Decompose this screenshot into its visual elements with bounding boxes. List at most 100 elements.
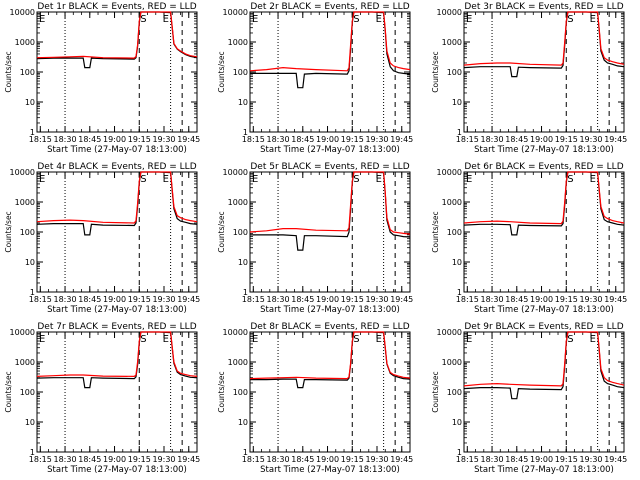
x-tick-label: 18:30 bbox=[481, 295, 504, 304]
x-tick-label: 19:15 bbox=[341, 455, 364, 464]
x-tick-label: 18:45 bbox=[78, 295, 101, 304]
x-tick-label: 19:45 bbox=[390, 135, 413, 144]
y-tick-label: 1000 bbox=[442, 358, 462, 367]
series-line-lld bbox=[249, 171, 411, 235]
x-tick-label: 19:30 bbox=[152, 135, 175, 144]
y-tick-label: 1 bbox=[243, 448, 248, 457]
x-tick-label: 18:30 bbox=[267, 455, 290, 464]
y-tick-label: 1 bbox=[243, 288, 248, 297]
x-tick-label: 18:45 bbox=[505, 455, 528, 464]
chart-title: Det 5r BLACK = Events, RED = LLD bbox=[250, 162, 409, 172]
y-tick-label: 1000 bbox=[15, 38, 35, 47]
x-tick-label: 19:45 bbox=[390, 295, 413, 304]
x-tick-label: 19:00 bbox=[103, 455, 126, 464]
x-tick-label: 19:00 bbox=[316, 295, 339, 304]
marker-e-label: E bbox=[590, 334, 596, 345]
y-tick-label: 100 bbox=[447, 388, 462, 397]
x-tick-label: 19:15 bbox=[128, 295, 151, 304]
chart-title: Det 1r BLACK = Events, RED = LLD bbox=[37, 2, 196, 12]
y-axis-label: Counts/sec bbox=[217, 371, 226, 412]
marker-s-label: S bbox=[567, 334, 573, 345]
y-tick-label: 1000 bbox=[15, 358, 35, 367]
marker-e-left-label: E bbox=[39, 14, 45, 25]
marker-e-label: E bbox=[163, 174, 169, 185]
x-tick-label: 19:45 bbox=[177, 455, 200, 464]
marker-s-label: S bbox=[353, 14, 359, 25]
x-tick-label: 19:00 bbox=[103, 295, 126, 304]
marker-e-label: E bbox=[163, 14, 169, 25]
marker-e-left-label: E bbox=[466, 334, 472, 345]
y-axis-label: Counts/sec bbox=[431, 371, 440, 412]
y-axis-label: Counts/sec bbox=[217, 211, 226, 252]
x-axis-label: Start Time (27-May-07 18:13:00) bbox=[47, 145, 187, 155]
chart-title: Det 6r BLACK = Events, RED = LLD bbox=[464, 162, 623, 172]
x-axis-label: Start Time (27-May-07 18:13:00) bbox=[260, 305, 400, 315]
y-axis-label: Counts/sec bbox=[4, 51, 13, 92]
x-tick-label: 18:45 bbox=[291, 295, 314, 304]
y-tick-label: 1 bbox=[30, 128, 35, 137]
y-tick-label: 10 bbox=[25, 98, 35, 107]
marker-e-label: E bbox=[590, 14, 596, 25]
x-tick-label: 18:30 bbox=[481, 455, 504, 464]
x-tick-label: 19:15 bbox=[555, 135, 578, 144]
x-axis-label: Start Time (27-May-07 18:13:00) bbox=[47, 465, 187, 475]
y-tick-label: 10 bbox=[25, 258, 35, 267]
plot-frame bbox=[463, 171, 625, 293]
y-tick-label: 100 bbox=[233, 68, 248, 77]
x-tick-label: 18:15 bbox=[242, 455, 265, 464]
chart-panel-1: Det 1r BLACK = Events, RED = LLD 1 10 100 10… bbox=[4, 2, 200, 155]
y-tick-label: 1 bbox=[457, 448, 462, 457]
marker-e-left-label: E bbox=[252, 334, 258, 345]
plot-frame bbox=[249, 11, 411, 133]
x-axis-label: Start Time (27-May-07 18:13:00) bbox=[474, 465, 614, 475]
y-tick-label: 1000 bbox=[228, 358, 248, 367]
y-axis-label: Counts/sec bbox=[4, 211, 13, 252]
x-tick-label: 19:30 bbox=[365, 135, 388, 144]
chart-panel-3: Det 3r BLACK = Events, RED = LLD 1 10 100 10… bbox=[431, 2, 627, 155]
marker-e-label: E bbox=[163, 334, 169, 345]
x-tick-label: 19:00 bbox=[530, 295, 553, 304]
y-tick-label: 100 bbox=[447, 68, 462, 77]
x-tick-label: 19:15 bbox=[341, 135, 364, 144]
chart-title: Det 9r BLACK = Events, RED = LLD bbox=[464, 322, 623, 332]
y-tick-label: 1000 bbox=[15, 198, 35, 207]
marker-e-left-label: E bbox=[39, 334, 45, 345]
x-tick-label: 18:45 bbox=[291, 455, 314, 464]
chart-title: Det 2r BLACK = Events, RED = LLD bbox=[250, 2, 409, 12]
series-line-events bbox=[463, 331, 625, 400]
plot-frame bbox=[36, 171, 198, 293]
x-tick-label: 18:45 bbox=[505, 135, 528, 144]
x-tick-label: 19:45 bbox=[604, 135, 627, 144]
x-tick-label: 18:15 bbox=[29, 455, 52, 464]
x-tick-label: 19:00 bbox=[103, 135, 126, 144]
x-axis-label: Start Time (27-May-07 18:13:00) bbox=[474, 145, 614, 155]
marker-e-label: E bbox=[376, 14, 382, 25]
x-tick-label: 19:45 bbox=[177, 295, 200, 304]
marker-e-label: E bbox=[376, 334, 382, 345]
y-tick-label: 1000 bbox=[442, 38, 462, 47]
x-tick-label: 18:15 bbox=[456, 135, 479, 144]
plot-frame bbox=[463, 11, 625, 133]
marker-s-label: S bbox=[140, 14, 146, 25]
chart-title: Det 4r BLACK = Events, RED = LLD bbox=[37, 162, 196, 172]
marker-s-label: S bbox=[140, 174, 146, 185]
chart-panel-6: Det 6r BLACK = Events, RED = LLD 1 10 100 10… bbox=[431, 162, 627, 315]
series-line-lld bbox=[463, 11, 625, 66]
x-tick-label: 19:30 bbox=[579, 295, 602, 304]
chart-title: Det 7r BLACK = Events, RED = LLD bbox=[37, 322, 196, 332]
y-tick-label: 1000 bbox=[228, 38, 248, 47]
series-line-lld bbox=[36, 331, 198, 378]
series-line-lld bbox=[249, 11, 411, 72]
x-axis-label: Start Time (27-May-07 18:13:00) bbox=[260, 145, 400, 155]
marker-e-left-label: E bbox=[466, 14, 472, 25]
x-tick-label: 18:15 bbox=[456, 455, 479, 464]
series-line-events bbox=[36, 331, 198, 389]
chart-title: Det 8r BLACK = Events, RED = LLD bbox=[250, 322, 409, 332]
marker-e-left-label: E bbox=[252, 14, 258, 25]
x-tick-label: 19:00 bbox=[530, 455, 553, 464]
x-tick-label: 19:45 bbox=[390, 455, 413, 464]
y-tick-label: 10000 bbox=[437, 328, 462, 337]
x-tick-label: 18:30 bbox=[54, 135, 77, 144]
series-line-lld bbox=[36, 11, 198, 59]
plot-frame bbox=[463, 331, 625, 453]
